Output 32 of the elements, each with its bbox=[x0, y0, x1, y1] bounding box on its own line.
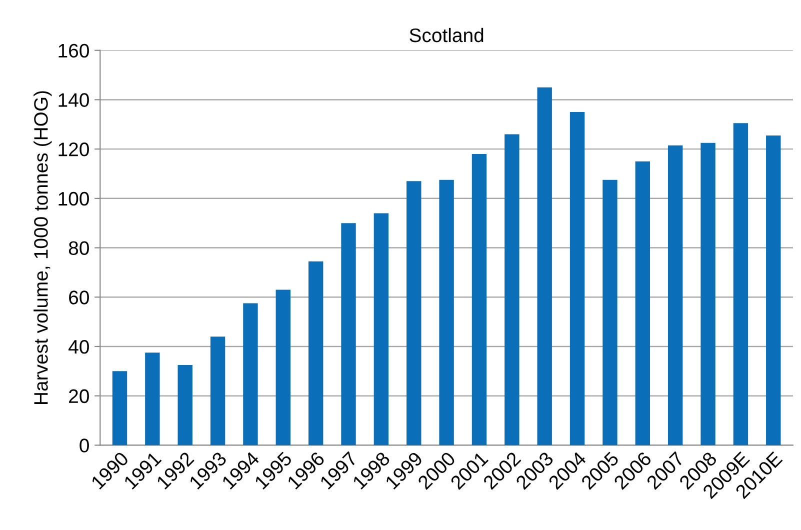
bar bbox=[570, 112, 585, 446]
bar bbox=[276, 290, 290, 446]
bar bbox=[112, 371, 128, 446]
y-tick-label: 20 bbox=[69, 389, 89, 404]
y-tick-label: 60 bbox=[69, 290, 89, 304]
bar bbox=[308, 261, 324, 446]
bar bbox=[374, 213, 389, 446]
bar bbox=[733, 123, 748, 446]
bar bbox=[635, 161, 650, 446]
bar bbox=[537, 87, 552, 446]
y-tick-label: 0 bbox=[80, 438, 89, 452]
y-tick-label: 40 bbox=[68, 340, 89, 354]
bar bbox=[504, 134, 520, 446]
bar bbox=[178, 364, 192, 446]
bar bbox=[341, 223, 356, 446]
y-tick-label: 160 bbox=[58, 44, 89, 58]
bar bbox=[145, 352, 160, 446]
y-tick-label: 120 bbox=[58, 142, 89, 156]
chart-title: Scotland bbox=[410, 28, 484, 42]
bar bbox=[439, 180, 454, 446]
bar bbox=[243, 303, 258, 446]
y-axis-title: Harvest volume, 1000 tonnes (HOG) bbox=[34, 91, 52, 404]
bar bbox=[472, 154, 487, 446]
bar bbox=[406, 181, 422, 446]
y-tick-label: 140 bbox=[58, 93, 89, 107]
y-tick-label: 80 bbox=[68, 241, 89, 256]
bar bbox=[766, 135, 781, 446]
bar bbox=[668, 145, 683, 446]
y-tick-label: 100 bbox=[58, 192, 89, 206]
bar bbox=[210, 336, 226, 446]
bar bbox=[602, 180, 618, 446]
bar bbox=[700, 142, 716, 446]
